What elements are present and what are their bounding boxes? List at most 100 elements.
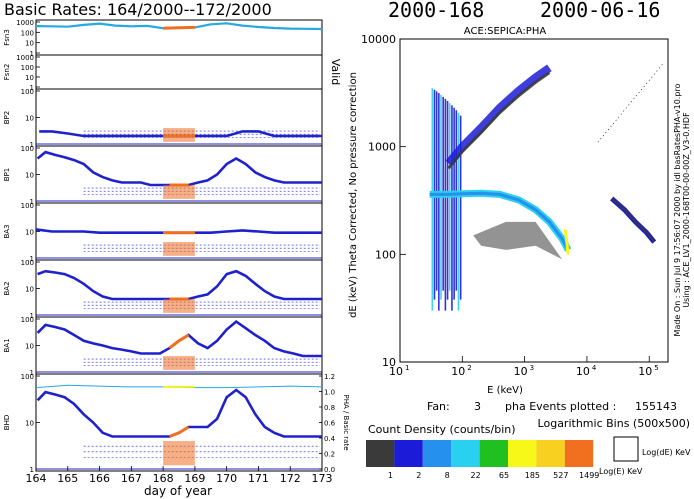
highlight-band (163, 356, 195, 370)
y-tick-label: 1 (30, 141, 34, 149)
highlight-band (163, 441, 195, 466)
bins-label: Logarithmic Bins (500x500) (538, 417, 690, 430)
y-tick-label: 100 (21, 202, 34, 210)
highlight-band (163, 185, 195, 199)
scatter-cloud (473, 221, 563, 260)
scatter-y-tick-label: 100 (375, 248, 396, 261)
legend-swatch (564, 440, 594, 467)
panel-name: Fsn3 (3, 29, 11, 46)
legend-swatch (451, 440, 480, 467)
panel-ba2: BA2 1 10 100 (3, 259, 323, 320)
left-title: Basic Rates: 164/2000--172/2000 (4, 0, 272, 19)
y-tick-label: 1 (30, 255, 34, 263)
y-tick-label: 10 (25, 229, 34, 237)
legend-title: Count Density (counts/bin) (368, 423, 516, 436)
scatter-frame (399, 38, 669, 363)
series-line (37, 269, 322, 301)
scatter-y-tick-label: 10 (382, 356, 396, 369)
axes-reference-box (613, 436, 639, 462)
box-x-label: Log(E) KeV (599, 467, 643, 476)
panel-name: Fsn2 (3, 64, 11, 81)
y-tick-label: 10 (25, 286, 34, 294)
scatter-x-tick-exponent: 5 (654, 364, 658, 372)
panel-name: BHD (3, 415, 11, 430)
legend-swatch (479, 440, 508, 467)
y-tick-label: 100 (21, 29, 34, 37)
side-note-using: Using : ACE_LV1_2000-168T00-00-00Z_V3-0.… (682, 112, 691, 308)
scatter-x-tick-label: 10 (576, 365, 590, 378)
x-axis-label: day of year (144, 484, 212, 498)
panel-name: BP2 (3, 111, 11, 124)
legend-value: 527 (553, 471, 568, 480)
legend-swatch (422, 440, 452, 467)
basic-rates-panels: Fsn3 1 10 100 1000 Fsn2 1 10 100 1000 Valid BP2 1 10 1… (3, 19, 350, 474)
helium-arc-edge (563, 229, 570, 255)
doy-label: 2000-168 (388, 0, 484, 22)
y-tick-label: 1 (30, 369, 34, 377)
y-tick-label: 100 (21, 145, 34, 153)
date-label: 2000-06-16 (540, 0, 660, 22)
y-tick-label: 1000 (16, 54, 34, 62)
panel-ba1: BA1 1 10 100 (3, 316, 323, 377)
count-density-legend: 1 2 8 22 65 185 527 1499 (366, 440, 599, 480)
panel-bhd: BHD 1 10 100 0.0 0.2 0.4 0.6 0.8 1.0 1.2 PHA / Basi… (3, 373, 350, 474)
right-tick-label: 0.6 (324, 420, 336, 428)
scatter-y-tick-label: 10000 (361, 33, 396, 46)
day-of-year-axis: 164 165 166 167 168 169 170 171 172 173 (26, 466, 333, 485)
highlight-line (163, 25, 195, 30)
valid-label: Valid (329, 59, 342, 86)
legend-value: 8 (445, 471, 450, 480)
panel-fsn2: Fsn2 1 10 100 1000 Valid (3, 54, 342, 92)
y-tick-label: 1 (30, 50, 34, 58)
scatter-y-tick-label: 1000 (368, 141, 396, 154)
x-tick-label: 172 (280, 472, 301, 485)
y-tick-label: 100 (21, 64, 34, 72)
y-tick-label: 10 (25, 172, 34, 180)
legend-value: 185 (525, 471, 540, 480)
legend-value: 65 (499, 471, 509, 480)
y-tick-label: 10 (25, 40, 34, 48)
y-tick-label: 1000 (16, 19, 34, 27)
y-tick-label: 10 (25, 74, 34, 82)
y-tick-label: 100 (21, 316, 34, 324)
x-tick-label: 170 (216, 472, 237, 485)
y-tick-label: 1 (30, 198, 34, 206)
panel-name: BA1 (3, 338, 11, 352)
scatter-x-tick-label: 10 (514, 365, 528, 378)
events-label: pha Events plotted : (505, 400, 616, 413)
panel-frame (35, 54, 323, 90)
scatter-title: ACE:SEPICA:PHA (464, 26, 547, 37)
y-tick-label: 1 (30, 466, 34, 474)
highlight-line (168, 425, 190, 438)
y-tick-label: 100 (21, 88, 34, 96)
diagonal-track (445, 64, 552, 166)
legend-swatch (536, 440, 565, 467)
scatter-x-tick-exponent: 4 (592, 364, 597, 372)
y-tick-label: 100 (21, 259, 34, 267)
scatter-x-tick-label: 10 (451, 365, 465, 378)
highlight-band (163, 242, 195, 256)
scatter-x-tick-label: 10 (389, 365, 403, 378)
fan-label: Fan: (427, 400, 450, 413)
legend-swatch (366, 440, 395, 467)
y-tick-label: 1 (30, 312, 34, 320)
scatter-x-tick-exponent: 2 (467, 364, 471, 372)
x-tick-label: 171 (248, 472, 269, 485)
legend-value: 2 (416, 471, 421, 480)
right-tick-label: 0.2 (324, 451, 335, 459)
panel-bp1: BP1 1 10 100 (3, 145, 323, 206)
faint-streak (597, 62, 664, 143)
diagonal-track-core (447, 71, 551, 170)
scatter-x-tick-exponent: 1 (405, 364, 409, 372)
panel-name: BP1 (3, 168, 11, 181)
scatter-x-tick-label: 10 (638, 365, 652, 378)
scatter-x-tick-exponent: 3 (530, 364, 534, 372)
events-value: 155143 (635, 400, 677, 413)
legend-value: 1 (388, 471, 393, 480)
y-tick-label: 10 (25, 115, 34, 123)
scatter-x-label: E (keV) (487, 385, 523, 396)
series-line (36, 388, 322, 438)
panel-bp2: BP2 1 10 100 (3, 88, 323, 149)
